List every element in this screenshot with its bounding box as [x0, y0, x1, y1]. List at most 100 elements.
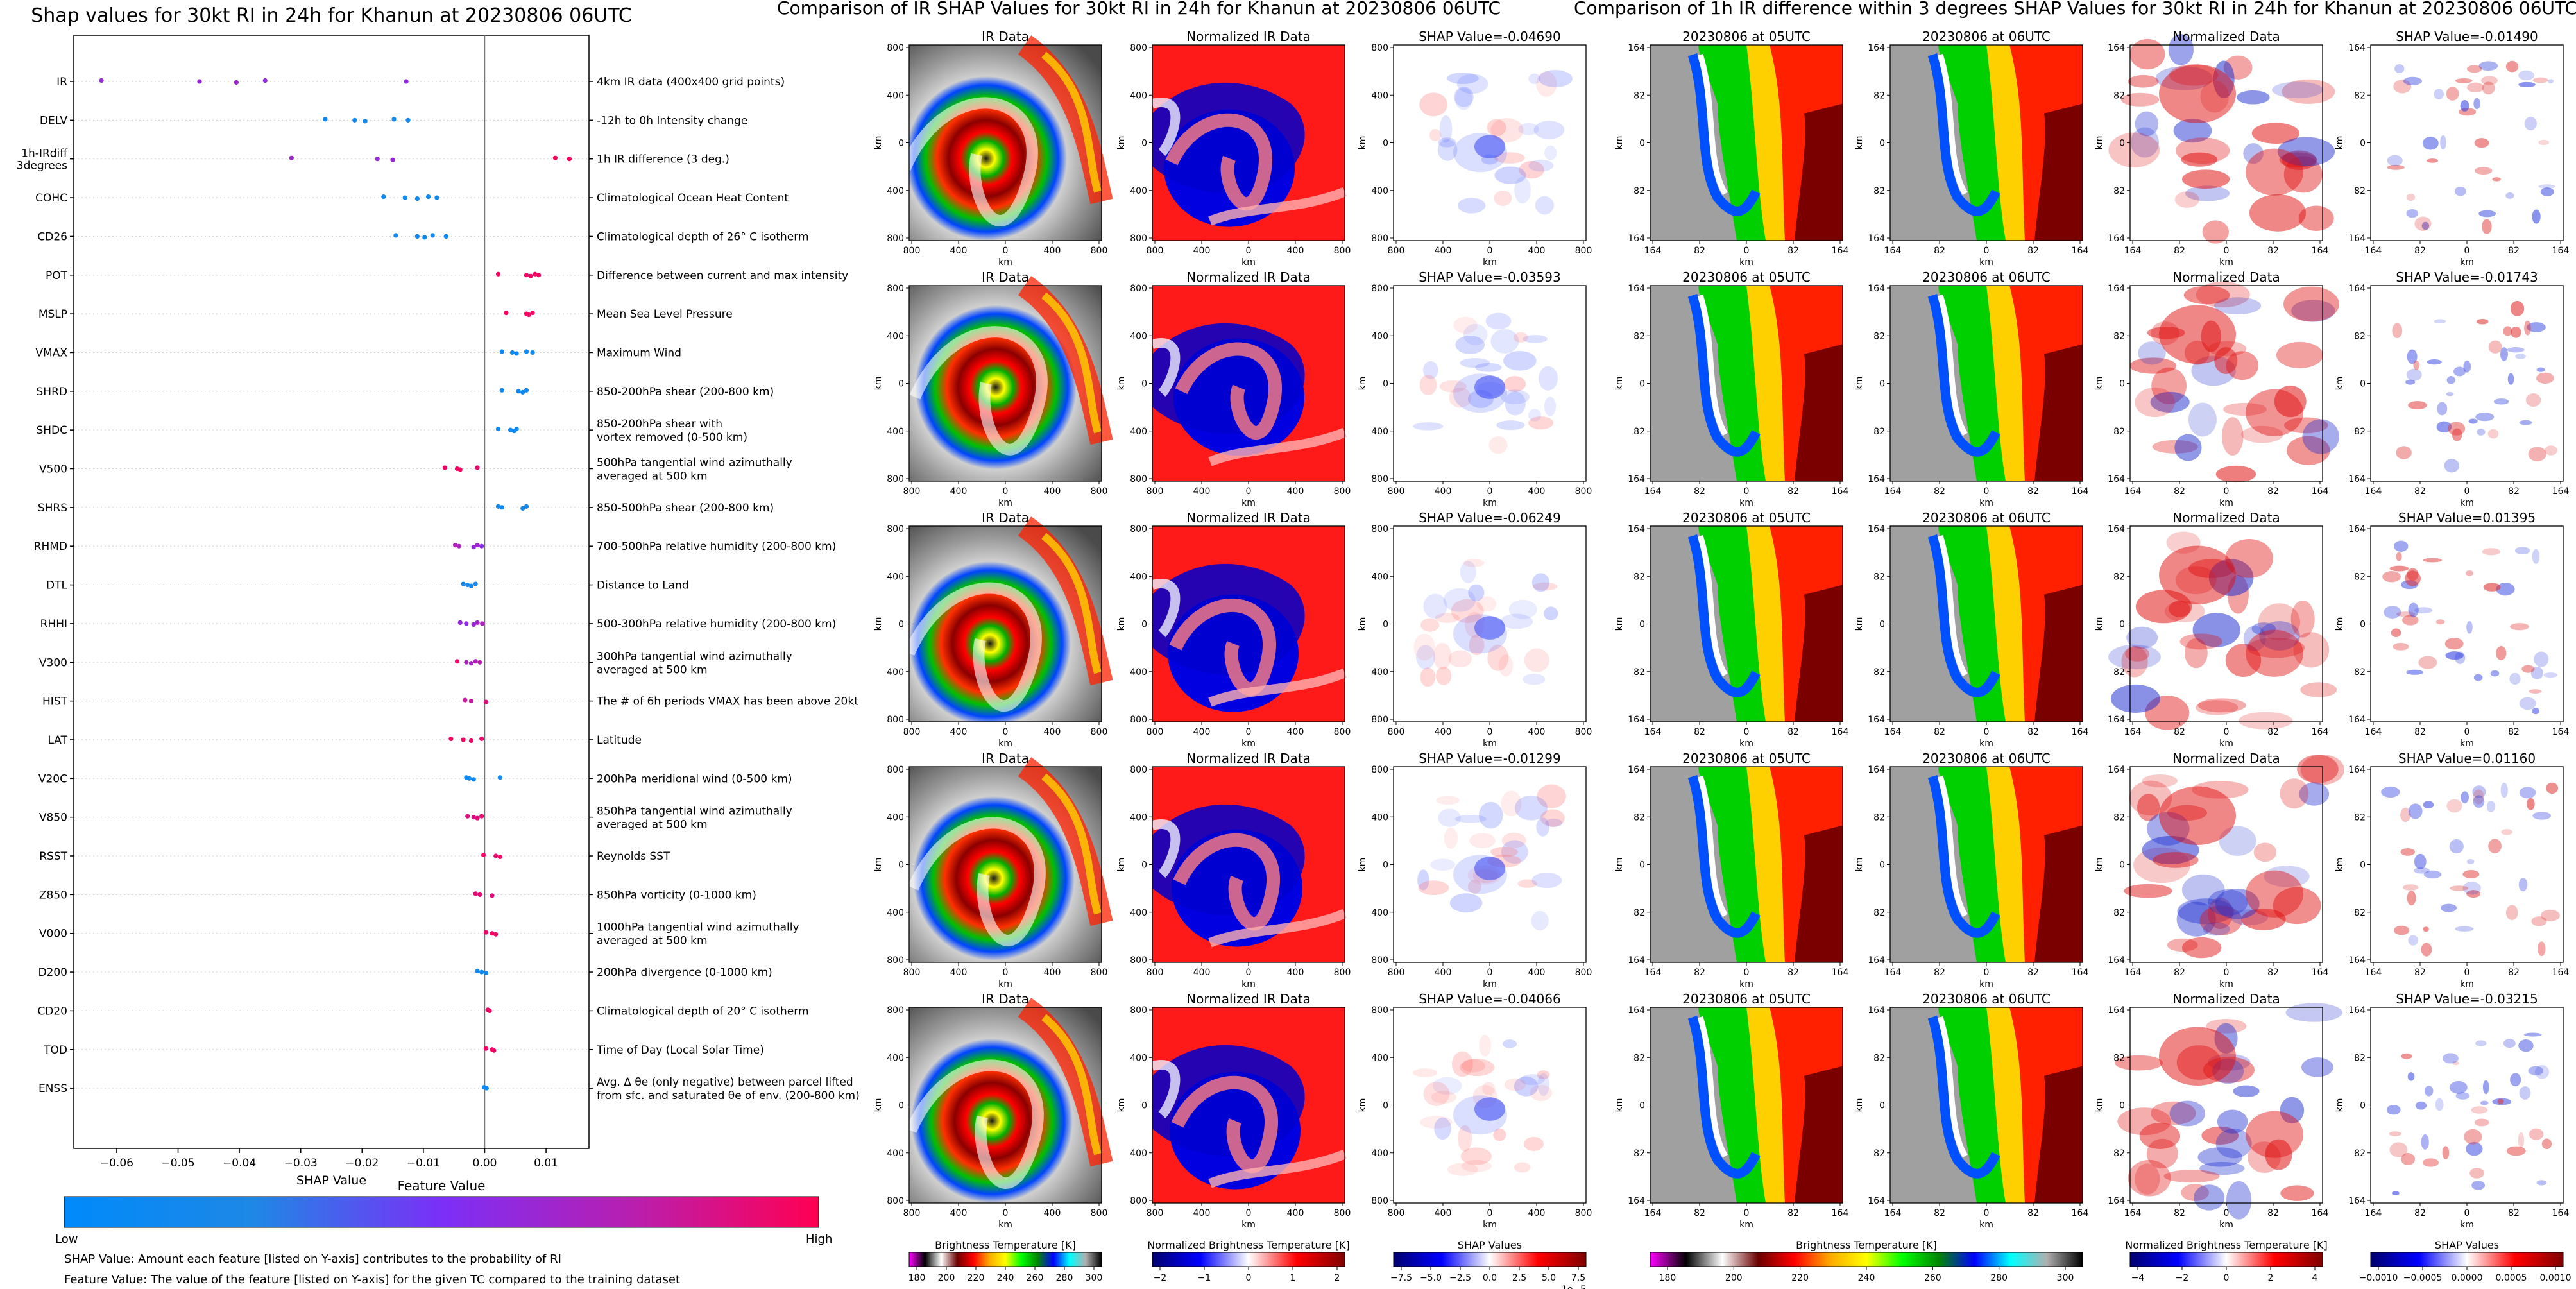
panel-xtick-label: 82	[2027, 246, 2039, 256]
panel-xtick-label: 82	[1934, 968, 1945, 978]
feature-name: TOD	[43, 1044, 67, 1057]
panel-ytick-label: 82	[1873, 90, 1885, 101]
shap-point	[479, 969, 484, 975]
panel-xtick-label: 800	[1091, 727, 1108, 737]
colorbar-tick-label: 200	[938, 1273, 955, 1283]
panel-ytick-label: 800	[887, 715, 904, 725]
panel-ytick-label: 400	[1130, 427, 1147, 437]
panel-ytick-label: 0	[2119, 379, 2125, 389]
panel-ylabel: km	[2335, 617, 2345, 631]
panel-xtick-label: 800	[1388, 1208, 1405, 1218]
panel-title: 20230806 at 06UTC	[1922, 269, 2051, 285]
panel-xtick-label: 164	[1884, 486, 1902, 497]
panel-ytick-label: 0	[898, 620, 904, 630]
panel-ytick-label: 0	[1383, 379, 1388, 389]
panel-xtick-label: 0	[2464, 486, 2470, 497]
panel-ytick-label: 164	[1868, 234, 1885, 244]
panel-xtick-label: 400	[950, 486, 968, 497]
panel-ytick-label: 400	[887, 90, 904, 101]
panel-xtick-label: 82	[1934, 246, 1945, 256]
panel-ytick-label: 0	[898, 1101, 904, 1111]
panel-xlabel: km	[2219, 979, 2233, 989]
panel-title: IR Data	[982, 269, 1029, 285]
panel-ytick-label: 800	[887, 284, 904, 294]
panel-ytick-label: 164	[1628, 284, 1645, 294]
panel-ytick-label: 82	[2113, 667, 2125, 678]
panel-xlabel: km	[1241, 257, 1256, 268]
panel-ytick-label: 164	[1868, 284, 1885, 294]
xtick-label: −0.03	[284, 1157, 318, 1170]
panel-ytick-label: 164	[2348, 43, 2366, 53]
panel-ytick-label: 800	[887, 955, 904, 966]
feature-name: RHHI	[40, 618, 67, 631]
shap-point	[483, 1046, 489, 1051]
panel-xtick-label: 0	[1246, 246, 1252, 256]
panel-xtick-label: 82	[2508, 968, 2520, 978]
shap-point	[499, 388, 504, 393]
panel-xtick-label: 164	[2072, 486, 2089, 497]
shap-point	[477, 892, 482, 897]
panel-xtick-label: 800	[1147, 486, 1164, 497]
feature-description: 700-500hPa relative humidity (200-800 km…	[597, 540, 836, 553]
xtick-label: −0.05	[161, 1157, 194, 1170]
panel-ytick-label: 82	[1633, 667, 1645, 678]
panel-ytick-label: 82	[1873, 908, 1885, 918]
feature-name: IR	[56, 76, 67, 89]
shap-point	[465, 582, 470, 588]
panel-xtick-label: 164	[2552, 727, 2570, 737]
panel-ytick-label: 164	[2108, 43, 2125, 53]
colorbar-tick-label: −4	[2131, 1273, 2145, 1283]
panel-ylabel: km	[1854, 377, 1864, 391]
shap-point	[471, 777, 476, 782]
panel-ytick-label: 400	[1130, 812, 1147, 823]
feature-description: Latitude	[597, 734, 642, 747]
panel-ytick-label: 0	[1383, 860, 1388, 871]
panel-xtick-label: 82	[1694, 727, 1705, 737]
panel-xtick-label: 0	[1246, 968, 1252, 978]
panel-ytick-label: 0	[2119, 620, 2125, 630]
panel-xtick-label: 82	[1787, 486, 1799, 497]
shap-beeswarm-chart: Shap values for 30kt RI in 24h for Khanu…	[17, 4, 860, 1286]
shap-point	[375, 157, 380, 162]
panel-xtick-label: 82	[2027, 486, 2039, 497]
panel-ytick-label: 82	[1873, 186, 1885, 196]
colorbar-tick-label: 0.0000	[2452, 1273, 2483, 1283]
panel-xtick-label: 82	[2267, 1208, 2279, 1218]
colorbar-tick-label: 180	[1659, 1273, 1676, 1283]
panel-ylabel: km	[2094, 377, 2104, 391]
panel-ytick-label: 0	[1639, 860, 1645, 871]
panel-xtick-label: 800	[1147, 727, 1164, 737]
panel-ytick-label: 164	[2348, 765, 2366, 775]
ir-image	[909, 45, 1102, 241]
panel-xlabel: km	[2219, 498, 2233, 508]
ir-normalized-colorbar	[1152, 1252, 1345, 1267]
panel-ytick-label: 0	[1879, 860, 1885, 871]
shap-point	[390, 157, 395, 162]
colorbar-label: SHAP Values	[1458, 1239, 1522, 1251]
panel-xtick-label: 800	[903, 486, 921, 497]
panel-xtick-label: 400	[1287, 486, 1304, 497]
panel-xlabel: km	[1483, 498, 1497, 508]
shap-point	[530, 350, 535, 355]
panel-ytick-label: 0	[2360, 379, 2366, 389]
feature-name: ENSS	[38, 1082, 67, 1095]
colorbar-label: Brightness Temperature [K]	[935, 1239, 1076, 1251]
panel-ytick-label: 800	[1130, 1005, 1147, 1016]
panel-title: SHAP Value=0.01395	[2398, 510, 2536, 525]
panel-ytick-label: 400	[1130, 1148, 1147, 1159]
shap-point	[465, 814, 470, 819]
panel-ytick-label: 82	[1873, 812, 1885, 823]
panel-ytick-label: 0	[1383, 139, 1388, 149]
feature-description: Climatological Ocean Heat Content	[597, 192, 789, 205]
panel-ytick-label: 164	[1628, 715, 1645, 725]
colorbar-tick-label: 0.0010	[2540, 1273, 2572, 1283]
panel-xtick-label: 82	[2508, 727, 2520, 737]
shap-point	[405, 117, 411, 123]
ir-image	[909, 526, 1102, 722]
panel-xtick-label: 82	[2414, 968, 2426, 978]
panel-ytick-label: 164	[2348, 715, 2366, 725]
panel-ylabel: km	[1358, 617, 1368, 631]
panel-ytick-label: 82	[1633, 186, 1645, 196]
panel-title: Normalized Data	[2172, 991, 2280, 1007]
shap-point	[533, 271, 538, 277]
